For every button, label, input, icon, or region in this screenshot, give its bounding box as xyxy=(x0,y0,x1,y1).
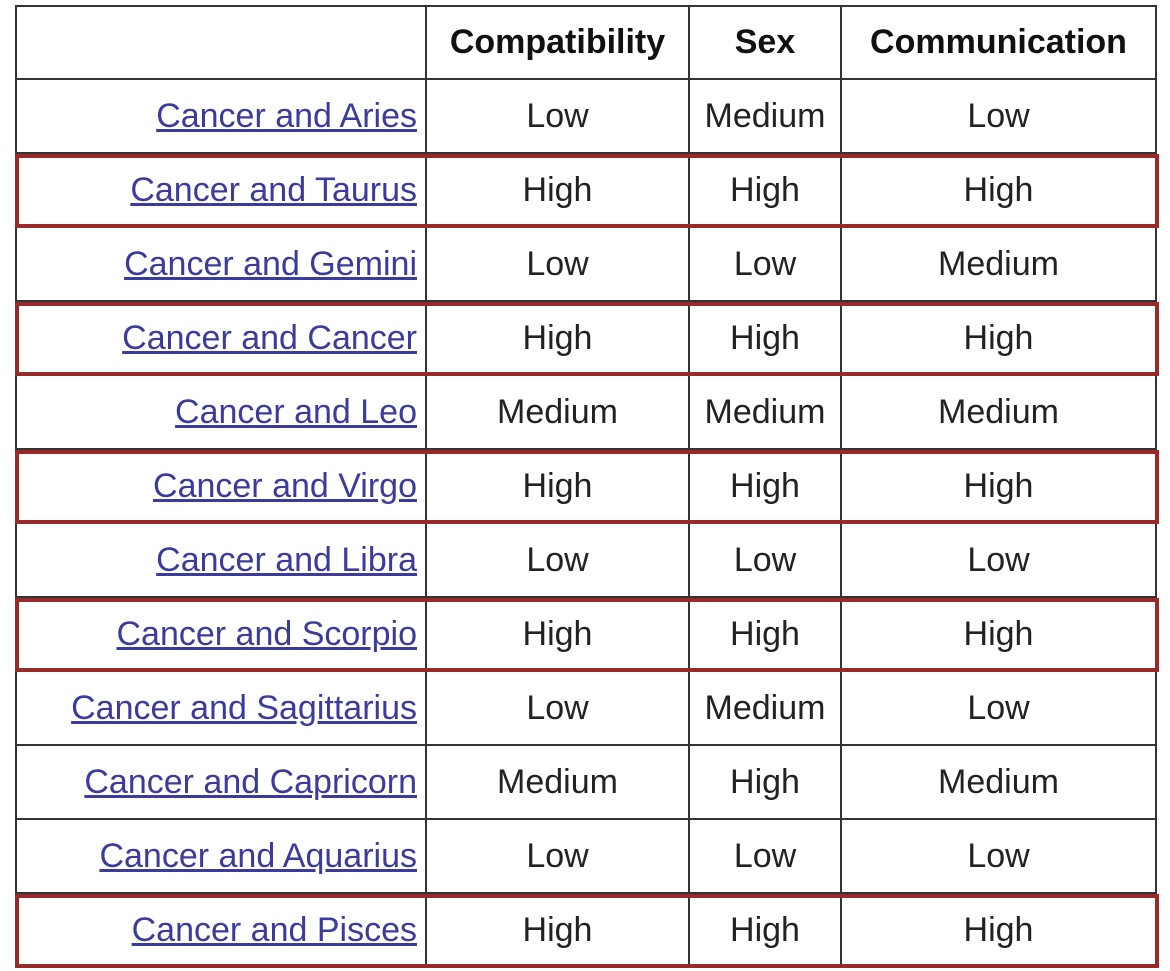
pair-cell: Cancer and Scorpio xyxy=(17,598,427,672)
pair-link[interactable]: Cancer and Scorpio xyxy=(116,614,417,653)
table-row: Cancer and Capricorn Medium High Medium xyxy=(17,746,1157,820)
sex-cell: Medium xyxy=(690,80,842,154)
header-compatibility: Compatibility xyxy=(427,7,690,80)
pair-link[interactable]: Cancer and Aries xyxy=(156,96,417,135)
sex-cell: Low xyxy=(690,820,842,894)
compatibility-cell: High xyxy=(427,154,690,228)
header-blank xyxy=(17,7,427,80)
pair-link[interactable]: Cancer and Leo xyxy=(175,392,417,431)
pair-link[interactable]: Cancer and Libra xyxy=(156,540,417,579)
communication-cell: High xyxy=(842,154,1157,228)
communication-cell: Low xyxy=(842,672,1157,746)
pair-cell: Cancer and Leo xyxy=(17,376,427,450)
pair-cell: Cancer and Aquarius xyxy=(17,820,427,894)
table-row: Cancer and Virgo High High High xyxy=(15,450,1159,524)
communication-cell: Low xyxy=(842,524,1157,598)
pair-link[interactable]: Cancer and Aquarius xyxy=(99,836,417,875)
sex-cell: High xyxy=(690,302,842,376)
compatibility-cell: Medium xyxy=(427,746,690,820)
sex-cell: High xyxy=(690,746,842,820)
pair-link[interactable]: Cancer and Cancer xyxy=(122,318,417,357)
compatibility-cell: High xyxy=(427,450,690,524)
pair-cell: Cancer and Virgo xyxy=(17,450,427,524)
header-sex: Sex xyxy=(690,7,842,80)
table-row: Cancer and Aries Low Medium Low xyxy=(17,80,1157,154)
communication-cell: Low xyxy=(842,80,1157,154)
compatibility-cell: Low xyxy=(427,672,690,746)
compatibility-cell: Low xyxy=(427,228,690,302)
table-row: Cancer and Libra Low Low Low xyxy=(17,524,1157,598)
pair-cell: Cancer and Pisces xyxy=(17,894,427,968)
sex-cell: Low xyxy=(690,228,842,302)
sex-cell: High xyxy=(690,598,842,672)
table-row: Cancer and Cancer High High High xyxy=(15,302,1159,376)
table-row: Cancer and Aquarius Low Low Low xyxy=(17,820,1157,894)
table-row: Cancer and Taurus High High High xyxy=(15,154,1159,228)
pair-link[interactable]: Cancer and Virgo xyxy=(153,466,417,505)
table-row: Cancer and Scorpio High High High xyxy=(15,598,1159,672)
table-row: Cancer and Sagittarius Low Medium Low xyxy=(17,672,1157,746)
compatibility-cell: Low xyxy=(427,80,690,154)
communication-cell: Medium xyxy=(842,376,1157,450)
communication-cell: Medium xyxy=(842,228,1157,302)
pair-cell: Cancer and Sagittarius xyxy=(17,672,427,746)
sex-cell: Medium xyxy=(690,672,842,746)
pair-link[interactable]: Cancer and Sagittarius xyxy=(71,688,417,727)
compatibility-cell: High xyxy=(427,894,690,968)
table-row: Cancer and Pisces High High High xyxy=(15,894,1159,968)
sex-cell: High xyxy=(690,450,842,524)
header-communication: Communication xyxy=(842,7,1157,80)
compatibility-cell: High xyxy=(427,302,690,376)
pair-link[interactable]: Cancer and Capricorn xyxy=(84,762,417,801)
pair-link[interactable]: Cancer and Pisces xyxy=(131,910,417,949)
compatibility-cell: Low xyxy=(427,524,690,598)
sex-cell: High xyxy=(690,894,842,968)
pair-cell: Cancer and Taurus xyxy=(17,154,427,228)
pair-link[interactable]: Cancer and Gemini xyxy=(124,244,417,283)
communication-cell: High xyxy=(842,894,1157,968)
communication-cell: High xyxy=(842,598,1157,672)
sex-cell: Medium xyxy=(690,376,842,450)
sex-cell: High xyxy=(690,154,842,228)
communication-cell: Low xyxy=(842,820,1157,894)
communication-cell: Medium xyxy=(842,746,1157,820)
header-row: Compatibility Sex Communication xyxy=(17,7,1157,80)
table-row: Cancer and Leo Medium Medium Medium xyxy=(17,376,1157,450)
pair-cell: Cancer and Capricorn xyxy=(17,746,427,820)
compatibility-table: Compatibility Sex Communication Cancer a… xyxy=(15,5,1159,968)
pair-cell: Cancer and Aries xyxy=(17,80,427,154)
compatibility-cell: Medium xyxy=(427,376,690,450)
communication-cell: High xyxy=(842,302,1157,376)
pair-cell: Cancer and Cancer xyxy=(17,302,427,376)
pair-link[interactable]: Cancer and Taurus xyxy=(130,170,417,209)
compatibility-cell: High xyxy=(427,598,690,672)
table-row: Cancer and Gemini Low Low Medium xyxy=(17,228,1157,302)
sex-cell: Low xyxy=(690,524,842,598)
pair-cell: Cancer and Gemini xyxy=(17,228,427,302)
pair-cell: Cancer and Libra xyxy=(17,524,427,598)
communication-cell: High xyxy=(842,450,1157,524)
compatibility-cell: Low xyxy=(427,820,690,894)
